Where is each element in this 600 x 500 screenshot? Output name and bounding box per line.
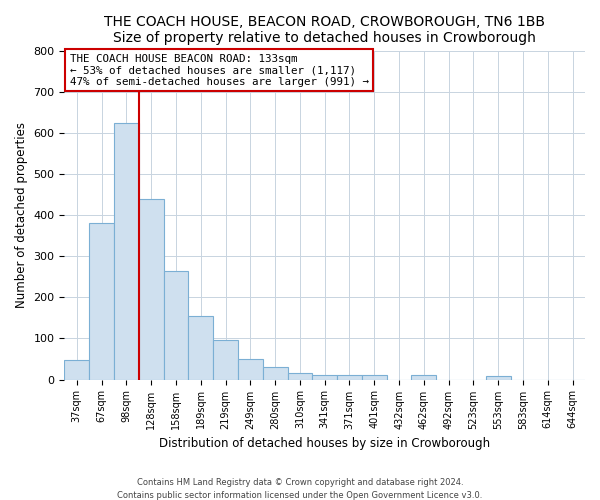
Title: THE COACH HOUSE, BEACON ROAD, CROWBOROUGH, TN6 1BB
Size of property relative to : THE COACH HOUSE, BEACON ROAD, CROWBOROUG…: [104, 15, 545, 45]
Bar: [313, 376, 337, 380]
Bar: [337, 374, 362, 380]
Bar: [362, 376, 386, 380]
Bar: [287, 374, 313, 380]
Bar: [238, 359, 263, 380]
X-axis label: Distribution of detached houses by size in Crowborough: Distribution of detached houses by size …: [159, 437, 490, 450]
Bar: [64, 360, 89, 380]
Bar: [412, 376, 436, 380]
Y-axis label: Number of detached properties: Number of detached properties: [15, 122, 28, 308]
Bar: [486, 376, 511, 380]
Text: THE COACH HOUSE BEACON ROAD: 133sqm
← 53% of detached houses are smaller (1,117): THE COACH HOUSE BEACON ROAD: 133sqm ← 53…: [70, 54, 368, 87]
Text: Contains HM Land Registry data © Crown copyright and database right 2024.
Contai: Contains HM Land Registry data © Crown c…: [118, 478, 482, 500]
Bar: [139, 198, 164, 380]
Bar: [164, 270, 188, 380]
Bar: [213, 340, 238, 380]
Bar: [114, 122, 139, 380]
Bar: [188, 316, 213, 380]
Bar: [263, 367, 287, 380]
Bar: [89, 224, 114, 380]
